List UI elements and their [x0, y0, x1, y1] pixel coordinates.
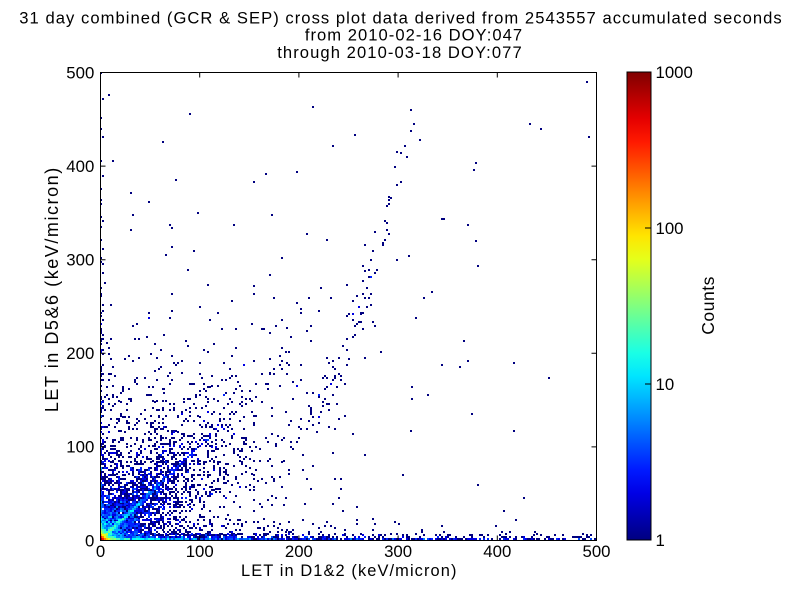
svg-text:LET in D5&6 (keV/micron): LET in D5&6 (keV/micron): [42, 166, 62, 412]
svg-text:300: 300: [66, 251, 94, 270]
svg-text:1: 1: [656, 531, 665, 550]
svg-text:0: 0: [96, 542, 105, 561]
svg-text:500: 500: [66, 63, 94, 82]
svg-text:200: 200: [66, 344, 94, 363]
svg-text:400: 400: [66, 157, 94, 176]
svg-text:1000: 1000: [656, 63, 693, 82]
svg-text:through 2010-03-18 DOY:077: through 2010-03-18 DOY:077: [277, 43, 523, 62]
svg-text:100: 100: [656, 219, 684, 238]
svg-text:Counts: Counts: [698, 276, 718, 335]
svg-text:100: 100: [186, 542, 214, 561]
svg-text:from 2010-02-16 DOY:047: from 2010-02-16 DOY:047: [305, 26, 523, 45]
svg-text:10: 10: [656, 375, 675, 394]
svg-text:500: 500: [583, 542, 611, 561]
svg-text:31 day combined (GCR & SEP) cr: 31 day combined (GCR & SEP) cross plot d…: [19, 9, 782, 28]
svg-text:LET in D1&2 (keV/micron): LET in D1&2 (keV/micron): [241, 562, 457, 580]
svg-text:300: 300: [384, 542, 412, 561]
svg-text:0: 0: [85, 531, 94, 550]
svg-text:400: 400: [483, 542, 511, 561]
svg-text:200: 200: [285, 542, 313, 561]
svg-text:100: 100: [66, 438, 94, 457]
